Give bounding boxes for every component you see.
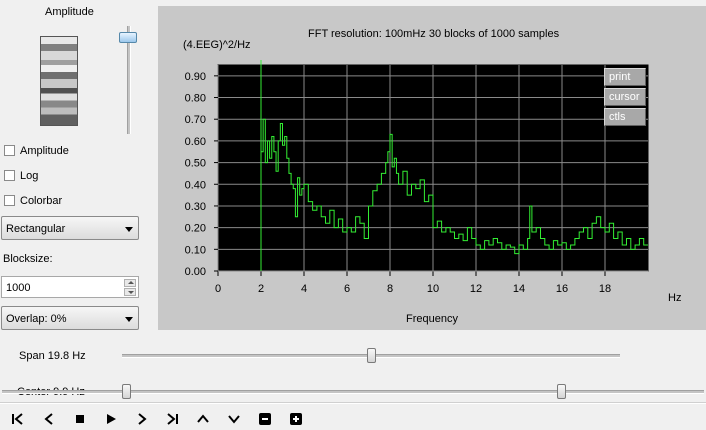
prev-button[interactable]	[38, 408, 60, 430]
minus-button[interactable]	[254, 408, 276, 430]
last-icon	[167, 413, 179, 425]
spectrum-series-line	[260, 118, 648, 271]
spectrum-chart: 0 2 4 6 8 10 12 14 16 18 0.00 0.10 0.20 0.30 0.40 0.50 0…	[185, 60, 649, 295]
up-icon	[197, 414, 210, 423]
down-button[interactable]	[223, 408, 245, 430]
x-axis-label: Frequency	[406, 313, 458, 325]
span-label: Span 19.8 Hz	[19, 350, 86, 362]
play-button[interactable]	[100, 408, 122, 430]
y-tick-label: 0.70	[185, 114, 206, 126]
first-icon	[11, 413, 23, 425]
y-tick-label: 0.20	[185, 223, 206, 235]
up-button[interactable]	[192, 408, 214, 430]
next-button[interactable]	[131, 408, 153, 430]
y-tick-label: 0.60	[185, 136, 206, 148]
amplitude-checkbox-label: Amplitude	[20, 145, 69, 157]
blocksize-value: 1000	[6, 282, 31, 294]
play-icon	[106, 414, 116, 424]
log-checkbox-label: Log	[20, 170, 39, 182]
amplitude-slider-track[interactable]	[127, 26, 131, 134]
stop-icon	[75, 415, 84, 423]
y-tick-label: 0.40	[185, 179, 206, 191]
amplitude-title: Amplitude	[45, 6, 94, 18]
log-checkbox[interactable]	[4, 170, 15, 181]
y-axis-label: (4.EEG)^2/Hz	[183, 39, 251, 51]
plus-button[interactable]	[285, 408, 307, 430]
x-tick-label: 18	[599, 283, 611, 295]
blocksize-label: Blocksize:	[3, 253, 53, 265]
last-button[interactable]	[162, 408, 184, 430]
toolbar-divider	[0, 402, 706, 404]
span-slider-handle[interactable]	[366, 348, 376, 363]
window-select[interactable]: Rectangular	[1, 216, 139, 240]
amplitude-checkbox[interactable]	[4, 145, 15, 156]
spin-down-icon	[128, 291, 134, 294]
y-tick-label: 0.30	[185, 201, 206, 213]
y-tick-label: 0.00	[185, 266, 206, 278]
center-slider-track[interactable]	[2, 390, 704, 394]
transport-toolbar	[7, 408, 307, 430]
x-tick-label: 12	[470, 283, 482, 295]
spin-up-icon	[128, 281, 134, 284]
x-tick-label: 14	[513, 283, 525, 295]
y-tick-label: 0.90	[185, 71, 206, 83]
next-icon	[137, 413, 147, 425]
y-tick-label: 0.80	[185, 93, 206, 105]
blocksize-spin-up[interactable]	[124, 279, 136, 287]
chevron-down-icon	[125, 317, 133, 322]
overlap-select-value: Overlap: 0%	[6, 313, 67, 325]
x-tick-label: 4	[301, 283, 307, 295]
y-tick-label: 0.50	[185, 158, 206, 170]
x-tick-label: 8	[387, 283, 393, 295]
window-select-value: Rectangular	[6, 223, 66, 235]
chevron-down-icon	[125, 227, 133, 232]
minus-icon	[259, 413, 272, 425]
amplitude-slider-handle[interactable]	[119, 32, 137, 43]
x-tick-label: 6	[344, 283, 350, 295]
first-button[interactable]	[7, 408, 29, 430]
plus-icon	[290, 413, 303, 425]
y-tick-label: 0.10	[185, 244, 206, 256]
down-icon	[228, 415, 241, 424]
x-tick-label: 10	[427, 283, 439, 295]
cursor-button[interactable]: cursor	[604, 88, 646, 106]
blocksize-spin-down[interactable]	[124, 288, 136, 296]
print-button[interactable]: print	[604, 68, 646, 86]
prev-icon	[44, 413, 53, 425]
x-tick-label: 2	[258, 283, 264, 295]
colorbar-checkbox-label: Colorbar	[20, 195, 63, 207]
colorbar-checkbox[interactable]	[4, 195, 15, 206]
x-tick-label: 16	[556, 283, 568, 295]
center-slider-handle[interactable]	[122, 384, 131, 399]
plot-subtitle: FFT resolution: 100mHz 30 blocks of 1000…	[308, 28, 560, 40]
overlap-select[interactable]: Overlap: 0%	[1, 306, 139, 330]
center-slider-right-handle[interactable]	[557, 384, 566, 399]
x-tick-label: 0	[215, 283, 221, 295]
ctls-button[interactable]: ctls	[604, 108, 646, 126]
blocksize-input[interactable]: 1000	[1, 276, 139, 298]
colorbar-preview	[40, 36, 78, 126]
x-axis-unit: Hz	[668, 292, 682, 304]
stop-button[interactable]	[69, 408, 91, 430]
